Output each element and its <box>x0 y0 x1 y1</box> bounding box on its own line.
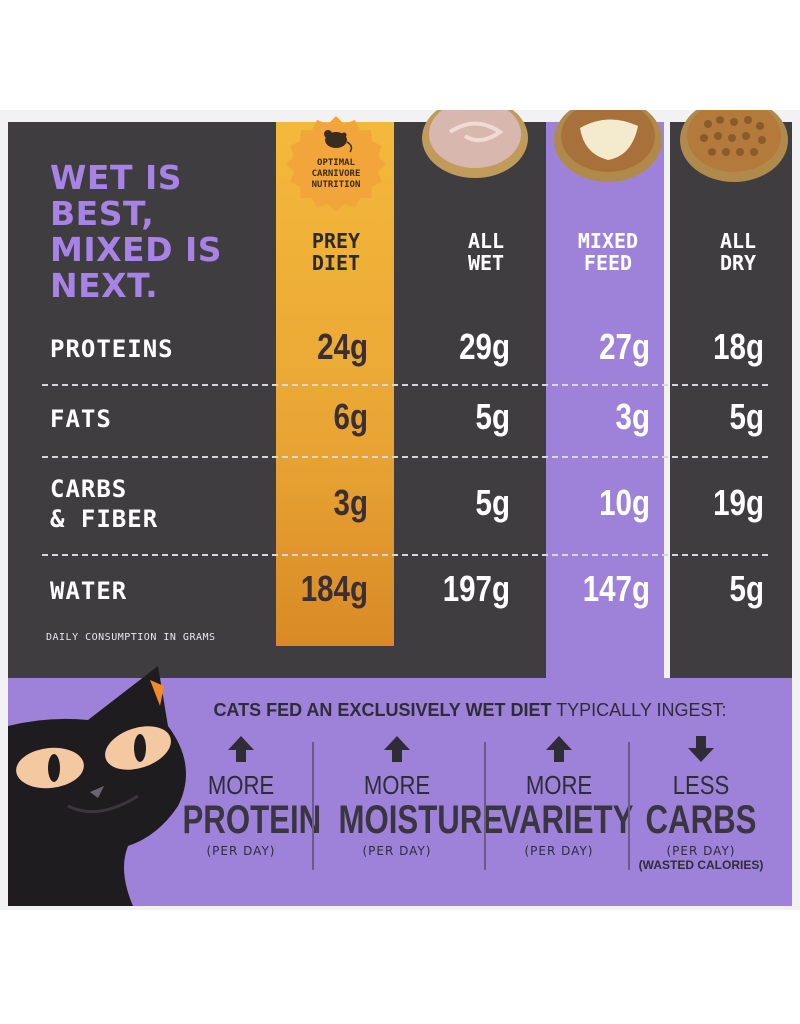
benefits-intro: CATS FED AN EXCLUSIVELY WET DIET TYPICAL… <box>150 700 790 721</box>
arrow-up-icon <box>546 736 572 762</box>
value-cell: 5g <box>729 568 764 609</box>
headline-line: WET IS <box>50 158 182 197</box>
row-divider <box>42 456 768 458</box>
column-header-line: PREY <box>311 229 361 253</box>
row-label-line: CARBS <box>50 475 128 503</box>
column-header-line: DIET <box>311 251 361 275</box>
benefits-intro-rest: TYPICALLY INGEST: <box>551 700 727 720</box>
column-header-line: FEED <box>583 251 633 275</box>
row-label-line: WATER <box>50 577 128 605</box>
dry-food-bowl-icon <box>680 110 788 182</box>
row-divider <box>42 554 768 556</box>
row-label-line: & FIBER <box>50 505 159 533</box>
benefit-moisture: MORE MOISTURE (PER DAY) <box>322 734 504 858</box>
black-cat-illustration <box>8 666 186 906</box>
value-cell: 29g <box>459 326 510 367</box>
arrow-up-icon <box>228 736 254 762</box>
row-label-carbs-fiber: CARBS & FIBER <box>50 474 158 534</box>
value-cell: 5g <box>729 396 764 437</box>
row-label-line: FATS <box>50 405 112 433</box>
benefit-separator <box>312 742 314 870</box>
mixed-food-bowl-icon <box>554 110 662 182</box>
column-header-line: MIXED <box>577 229 639 253</box>
benefit-nutrient: PROTEIN <box>182 798 322 842</box>
arrow-up-icon <box>384 736 410 762</box>
value-cell: 24g <box>317 326 368 367</box>
benefit-carbs: LESS CARBS (PER DAY) (WASTED CALORIES) <box>626 734 776 872</box>
value-cell: 27g <box>599 326 650 367</box>
benefit-nutrient: MOISTURE <box>338 798 504 842</box>
benefit-nutrient: CARBS <box>645 798 757 842</box>
row-label-line: PROTEINS <box>50 335 174 363</box>
benefit-protein: MORE PROTEIN (PER DAY) <box>166 734 322 858</box>
value-cell: 147g <box>582 568 650 609</box>
column-header-dry: ALL DRY <box>676 230 800 274</box>
wet-food-bowl-icon <box>422 110 528 178</box>
benefit-qualifier: MORE <box>525 770 593 800</box>
benefit-note: (WASTED CALORIES) <box>638 858 764 872</box>
value-cell: 3g <box>333 482 368 523</box>
footnote: DAILY CONSUMPTION IN GRAMS <box>46 632 216 643</box>
column-header-mixed: MIXED FEED <box>546 230 670 274</box>
headline-line: MIXED IS <box>50 230 223 269</box>
column-header-line: ALL <box>719 229 757 253</box>
benefit-period: (PER DAY) <box>666 844 736 858</box>
benefit-nutrient: VARIETY <box>500 798 634 842</box>
benefit-qualifier: MORE <box>363 770 431 800</box>
headline-line: NEXT. <box>50 266 159 305</box>
benefits-intro-bold: CATS FED AN EXCLUSIVELY WET DIET <box>213 700 552 720</box>
benefit-separator <box>484 742 486 870</box>
benefit-period: (PER DAY) <box>524 844 594 858</box>
value-cell: 6g <box>333 396 368 437</box>
badge-text: OPTIMAL CARNIVORE NUTRITION <box>311 158 361 190</box>
row-label-proteins: PROTEINS <box>50 334 174 364</box>
row-label-fats: FATS <box>50 404 112 434</box>
column-header-line: WET <box>467 251 505 275</box>
benefit-period: (PER DAY) <box>206 844 276 858</box>
benefit-variety: MORE VARIETY (PER DAY) <box>484 734 634 858</box>
column-header-prey: PREY DIET <box>274 230 398 274</box>
benefit-qualifier: LESS <box>672 770 730 800</box>
row-label-water: WATER <box>50 576 127 606</box>
benefit-period: (PER DAY) <box>362 844 432 858</box>
mixed-feed-column <box>546 122 670 678</box>
value-cell: 184g <box>300 568 368 609</box>
benefit-qualifier: MORE <box>207 770 275 800</box>
value-cell: 10g <box>599 482 650 523</box>
column-header-line: DRY <box>719 251 757 275</box>
column-header-wet: ALL WET <box>424 230 548 274</box>
column-header-line: ALL <box>467 229 505 253</box>
mouse-icon <box>324 130 353 153</box>
benefit-separator <box>628 742 630 870</box>
optimal-nutrition-badge <box>286 116 386 212</box>
headline-line: BEST, <box>50 194 155 233</box>
row-divider <box>42 384 768 386</box>
value-cell: 19g <box>713 482 764 523</box>
column-gap <box>664 122 670 678</box>
value-cell: 3g <box>615 396 650 437</box>
value-cell: 5g <box>475 482 510 523</box>
value-cell: 18g <box>713 326 764 367</box>
arrow-down-icon <box>688 736 714 762</box>
headline: WET IS BEST, MIXED IS NEXT. <box>50 160 280 304</box>
value-cell: 197g <box>442 568 510 609</box>
value-cell: 5g <box>475 396 510 437</box>
